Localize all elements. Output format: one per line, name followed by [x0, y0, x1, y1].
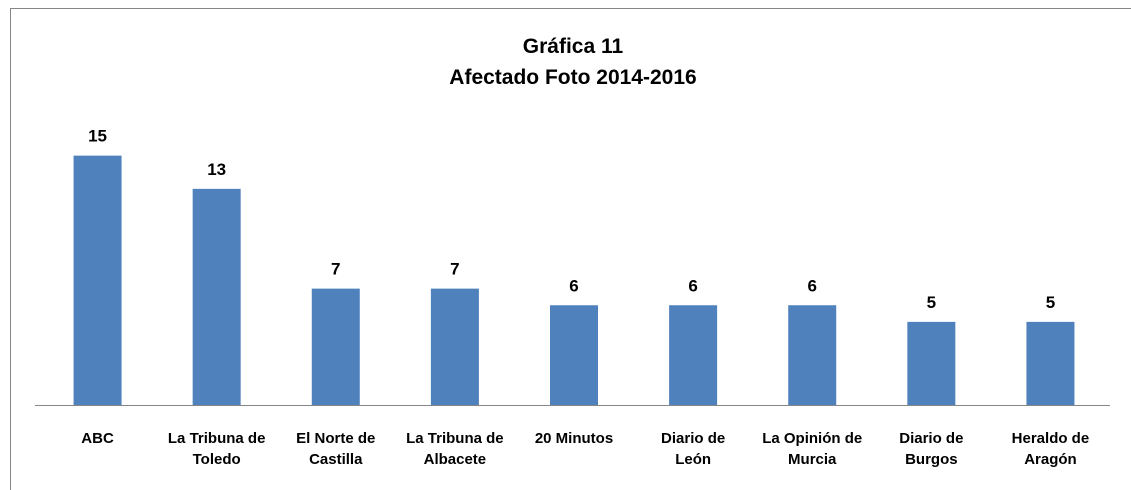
x-tick-label: El Norte de Castilla — [296, 430, 376, 468]
data-label: 5 — [927, 293, 936, 312]
x-tick-label: Diario de Burgos — [899, 430, 964, 468]
x-tick-label: La Tribuna de Albacete — [406, 430, 504, 468]
data-label: 13 — [207, 160, 226, 179]
chart-title: Afectado Foto 2014-2016 — [449, 66, 696, 89]
chart-title: Gráfica 11 — [523, 35, 624, 58]
data-label: 7 — [450, 260, 459, 279]
data-label: 7 — [331, 260, 340, 279]
data-label: 6 — [807, 276, 816, 295]
x-tick-label: La Opinión de Murcia — [762, 430, 863, 468]
bar — [907, 321, 956, 405]
bar — [1026, 321, 1075, 405]
data-label: 5 — [1046, 293, 1055, 312]
data-label: 15 — [88, 127, 107, 146]
x-tick-label: 20 Minutos — [534, 430, 614, 447]
bar — [550, 305, 598, 405]
x-tick-label: Diario de León — [661, 430, 726, 468]
bar — [430, 288, 479, 405]
x-tick-label: ABC — [81, 430, 114, 447]
bar — [73, 155, 122, 405]
data-label: 6 — [569, 276, 578, 295]
bar — [788, 305, 837, 405]
bar — [669, 305, 718, 405]
data-label: 6 — [688, 276, 697, 295]
bar — [192, 188, 241, 405]
bar — [311, 288, 360, 405]
x-tick-label: La Tribuna de Toledo — [167, 430, 266, 468]
chart-frame — [10, 8, 1131, 490]
x-tick-label: Heraldo de Aragón — [1011, 430, 1090, 468]
